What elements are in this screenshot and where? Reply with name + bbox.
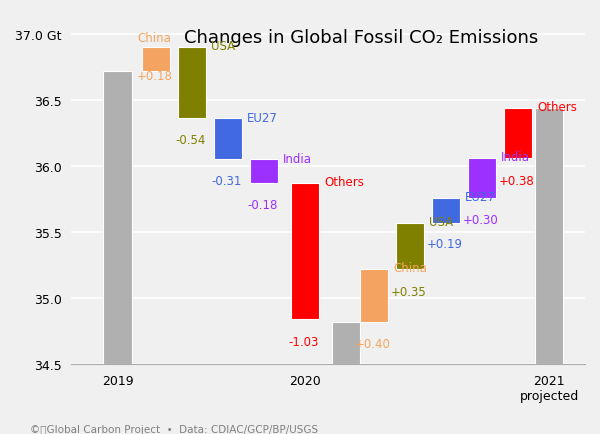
Text: EU27: EU27 [247, 112, 278, 124]
Text: +0.35: +0.35 [391, 285, 427, 298]
Bar [142, 48, 170, 72]
Bar [504, 108, 532, 158]
Bar [103, 72, 131, 364]
Text: USA: USA [430, 215, 454, 228]
Text: +0.19: +0.19 [427, 237, 463, 250]
Text: -0.18: -0.18 [247, 198, 278, 211]
Text: EU27: EU27 [465, 191, 496, 204]
Bar [468, 158, 496, 198]
Text: USA: USA [211, 40, 235, 53]
Bar [432, 198, 460, 223]
Text: -1.03: -1.03 [288, 335, 319, 348]
Text: China: China [137, 32, 172, 45]
Bar [291, 184, 319, 319]
Text: +0.18: +0.18 [137, 70, 172, 83]
Text: India: India [501, 151, 530, 164]
Bar [535, 108, 563, 364]
Bar [178, 48, 206, 119]
Bar [332, 322, 360, 364]
Text: +0.38: +0.38 [499, 174, 535, 187]
Bar [396, 223, 424, 269]
Text: -0.54: -0.54 [175, 134, 206, 147]
Text: -0.31: -0.31 [211, 174, 242, 187]
Text: ©ⓈGlobal Carbon Project  •  Data: CDIAC/GCP/BP/USGS: ©ⓈGlobal Carbon Project • Data: CDIAC/GC… [30, 424, 318, 434]
Text: Changes in Global Fossil CO₂ Emissions: Changes in Global Fossil CO₂ Emissions [184, 29, 539, 47]
Text: Others: Others [537, 101, 577, 114]
Text: China: China [394, 262, 427, 274]
Text: India: India [283, 152, 312, 165]
Bar [250, 160, 278, 184]
Bar [360, 269, 388, 322]
Text: +0.30: +0.30 [463, 214, 499, 227]
Text: +0.40: +0.40 [355, 338, 391, 351]
Bar [214, 119, 242, 160]
Text: Others: Others [324, 176, 364, 189]
